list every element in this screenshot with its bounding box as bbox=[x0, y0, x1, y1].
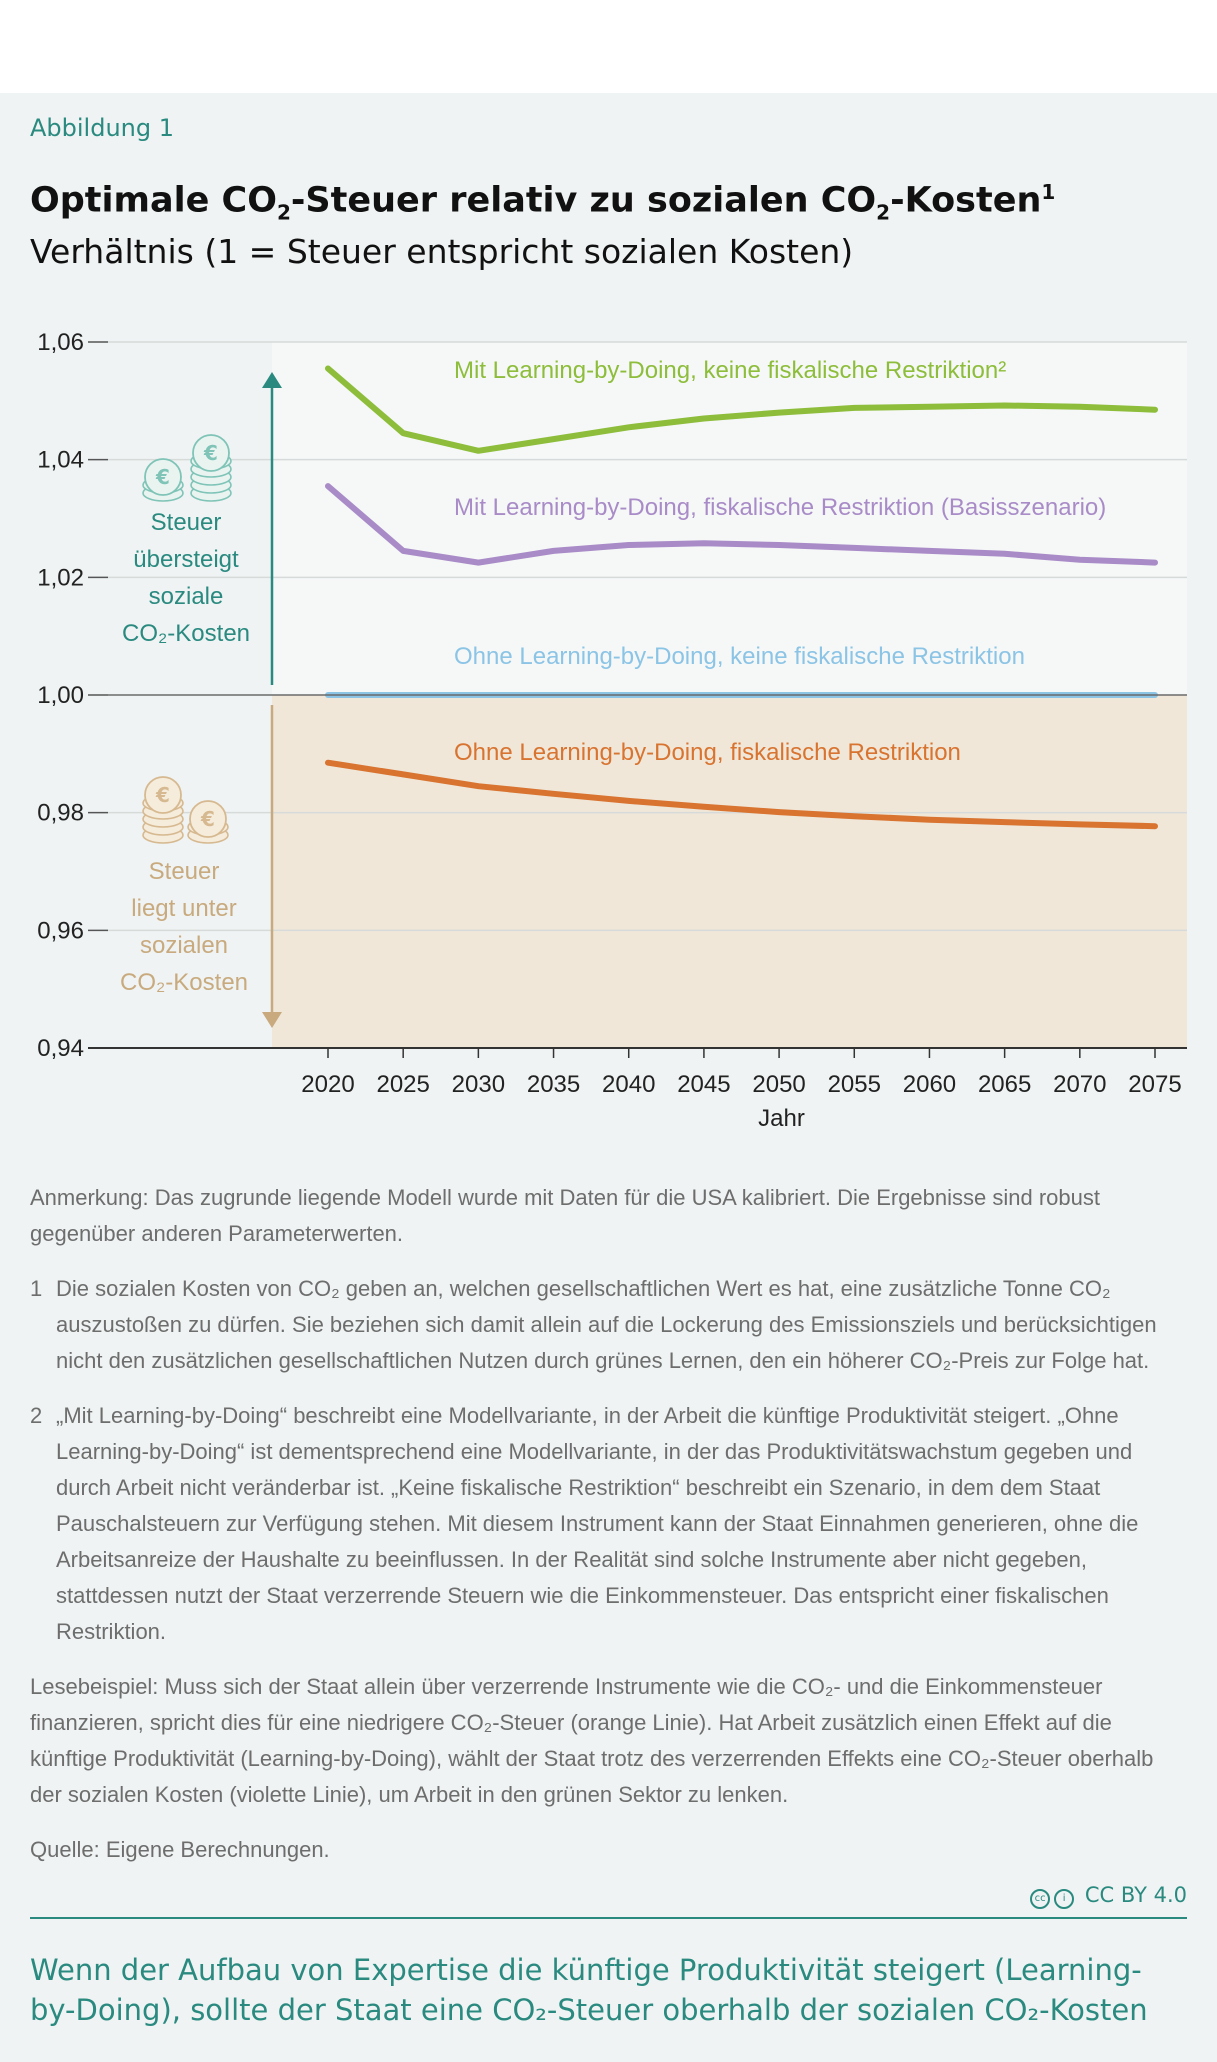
x-tick-label: 2035 bbox=[527, 1071, 580, 1098]
y-tick-label: 1,06 bbox=[37, 329, 84, 356]
footer-divider bbox=[30, 1917, 1187, 1919]
y-tick-label: 0,98 bbox=[37, 800, 84, 827]
euro-icon: € bbox=[200, 807, 215, 831]
license-label: CC BY 4.0 bbox=[1084, 1883, 1187, 1907]
cc-icon: cc bbox=[1030, 1889, 1051, 1909]
series-label-4: Ohne Learning-by-Doing, fiskalische Rest… bbox=[454, 739, 961, 766]
euro-icon: € bbox=[155, 465, 170, 489]
lower-arrow-head bbox=[262, 1012, 282, 1028]
series-label-3: Ohne Learning-by-Doing, keine fiskalisch… bbox=[454, 643, 1025, 670]
series-label-2: Mit Learning-by-Doing, fiskalische Restr… bbox=[454, 494, 1106, 521]
upper-annotation-line: Steuer bbox=[151, 509, 222, 536]
lower-annotation-line: liegt unter bbox=[131, 895, 236, 922]
chart-grid bbox=[108, 341, 1187, 932]
x-axis-title: Jahr bbox=[758, 1105, 805, 1132]
euro-coin-face bbox=[144, 776, 182, 814]
upper-annotation-line: übersteigt bbox=[133, 546, 239, 573]
x-tick-label: 2055 bbox=[828, 1071, 881, 1098]
title-part-3: -Kosten bbox=[890, 180, 1042, 221]
lower-annotation-line: CO₂-Kosten bbox=[120, 969, 248, 996]
chart-subtitle: Verhältnis (1 = Steuer entspricht sozial… bbox=[30, 232, 854, 271]
series-line-1 bbox=[325, 365, 1158, 454]
series-label-1: Mit Learning-by-Doing, keine fiskalische… bbox=[454, 357, 1006, 384]
x-tick-label: 2045 bbox=[677, 1071, 730, 1098]
footnote-2-text: „Mit Learning-by-Doing“ beschreibt eine … bbox=[56, 1403, 1139, 1644]
footnote-1: 1 Die sozialen Kosten von CO₂ geben an, … bbox=[30, 1271, 1190, 1379]
upper-region-bg bbox=[272, 342, 1187, 695]
license[interactable]: cc i CC BY 4.0 bbox=[1030, 1883, 1187, 1909]
title-footnote-mark: 1 bbox=[1041, 180, 1056, 204]
euro-coin-face bbox=[192, 434, 230, 472]
coin-stack-large-lower: € bbox=[142, 776, 184, 844]
note-quelle: Quelle: Eigene Berechnungen. bbox=[30, 1837, 330, 1862]
footnote-1-number: 1 bbox=[30, 1276, 43, 1301]
euro-icon: € bbox=[203, 441, 218, 465]
y-tick-label: 1,02 bbox=[37, 564, 84, 591]
x-tick-label: 2065 bbox=[978, 1071, 1031, 1098]
series-line-2 bbox=[325, 483, 1158, 566]
lower-annotation-line: sozialen bbox=[140, 932, 228, 959]
chart-background bbox=[272, 342, 1187, 1048]
euro-coin-face bbox=[189, 800, 227, 838]
lower-annotation-line: Steuer bbox=[149, 858, 220, 885]
chart-title: Optimale CO2-Steuer relativ zu sozialen … bbox=[30, 180, 1055, 225]
figure-label: Abbildung 1 bbox=[30, 114, 175, 142]
line-chart: € € € € Steuer übersteigt soziale CO₂-Kosten Ste… bbox=[37, 329, 1187, 1132]
upper-annotation-line: CO₂-Kosten bbox=[122, 620, 250, 647]
x-tick-label: 2030 bbox=[452, 1071, 505, 1098]
note-anmerkung: Anmerkung: Das zugrunde liegende Modell … bbox=[30, 1185, 1100, 1246]
footnote-2: 2 „Mit Learning-by-Doing“ beschreibt ein… bbox=[30, 1398, 1190, 1650]
euro-icon: € bbox=[155, 783, 170, 807]
coin-stack-small-lower: € bbox=[187, 800, 229, 844]
y-tick-label: 0,96 bbox=[37, 917, 84, 944]
by-icon: i bbox=[1054, 1889, 1075, 1909]
series-line-4 bbox=[325, 759, 1158, 830]
chart-annotations: € € € € Steuer übersteigt soziale CO₂-Kosten Ste… bbox=[120, 372, 282, 1028]
x-tick-label: 2020 bbox=[301, 1071, 354, 1098]
chart-axes: 1,06 1,04 1,02 1,00 0,98 0,96 0,94 2020 2025 2030… bbox=[37, 329, 1187, 1132]
note-lesebeispiel: Lesebeispiel: Muss sich der Staat allein… bbox=[30, 1674, 1154, 1807]
title-subscript-2: 2 bbox=[876, 200, 891, 225]
x-tick-label: 2050 bbox=[752, 1071, 805, 1098]
takeaway-text: Wenn der Aufbau von Expertise die künfti… bbox=[30, 1953, 1148, 2027]
title-part-2: -Steuer relativ zu sozialen CO bbox=[290, 180, 877, 221]
x-tick-label: 2070 bbox=[1053, 1071, 1106, 1098]
title-subscript-1: 2 bbox=[276, 200, 291, 225]
coin-stack-large-upper: € bbox=[190, 434, 232, 502]
x-tick-label: 2025 bbox=[376, 1071, 429, 1098]
y-tick-label: 1,04 bbox=[37, 447, 84, 474]
euro-coin-face bbox=[144, 458, 182, 496]
footnote-2-number: 2 bbox=[30, 1403, 43, 1428]
x-tick-label: 2075 bbox=[1128, 1071, 1181, 1098]
title-part-1: Optimale CO bbox=[30, 180, 277, 221]
y-tick-label: 0,94 bbox=[37, 1035, 84, 1062]
lower-region-bg bbox=[272, 695, 1187, 1048]
chart-notes: Anmerkung: Das zugrunde liegende Modell … bbox=[30, 1180, 1190, 1887]
x-tick-label: 2040 bbox=[602, 1071, 655, 1098]
y-tick-label: 1,00 bbox=[37, 682, 84, 709]
coin-stack-small-upper: € bbox=[142, 458, 184, 502]
upper-arrow-head bbox=[262, 372, 282, 388]
footnote-1-text: Die sozialen Kosten von CO₂ geben an, we… bbox=[56, 1276, 1157, 1373]
upper-annotation-line: soziale bbox=[149, 583, 224, 610]
x-tick-label: 2060 bbox=[903, 1071, 956, 1098]
